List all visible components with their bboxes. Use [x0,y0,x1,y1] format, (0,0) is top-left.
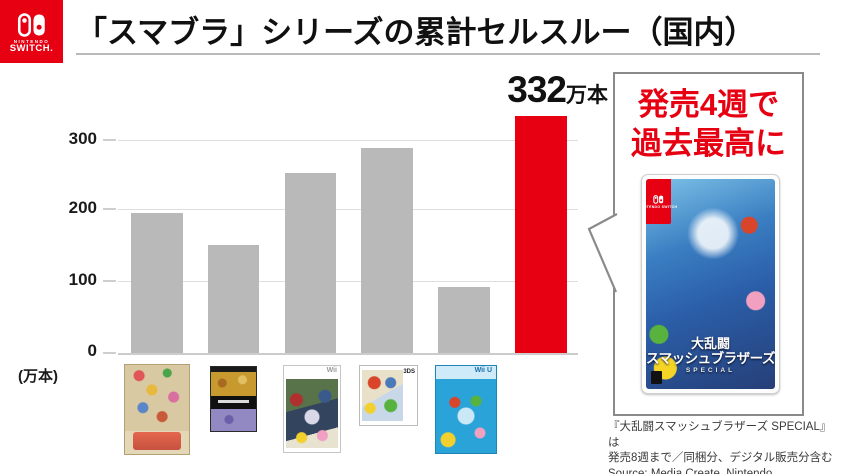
box-art-smash-melee [210,366,257,432]
bar-chart-plot-area [118,104,578,353]
footnote-line1: 『大乱闘スマッシュブラザーズ SPECIAL』は [608,421,832,449]
callout-headline-line1: 発売4週で [637,87,780,122]
box-art-smash-64 [124,364,190,455]
brand-text-switch: SWITCH. [9,42,54,54]
axis-tick [103,280,116,282]
callout-headline-line2: 過去最高に [631,126,786,161]
bar-GAMECUBE [207,245,260,353]
y-tick-200: 200 [68,198,97,217]
bar-Wii U [438,287,490,353]
box-art-smash-3ds: 3DS [359,365,418,426]
title-underline [76,53,820,55]
nintendo-switch-logo: NINTENDO SWITCH. [0,0,63,63]
switch-badge: NINTENDO SWITCH [646,179,677,224]
annotation-value: 332 [507,69,567,110]
gridline [118,280,578,282]
y-tick-0: 0 [87,341,97,360]
smash-ultimate-box-art: NINTENDO SWITCH 大乱闘 スマッシュブラザーズ SPECIAL [641,174,780,394]
y-tick-300: 300 [68,129,97,148]
axis-tick [103,208,116,210]
callout-headline: 発売4週で 過去最高に [615,85,802,163]
wii-logo: Wii [326,367,337,374]
bar-Wii [284,173,337,353]
bar-NINTENDO64 [131,212,183,353]
annotation-unit: 万本 [566,84,608,107]
switch-joycon-icon [17,12,45,37]
axis-tick [103,139,116,141]
switch-badge-label: NINTENDO SWITCH [646,204,678,209]
gridline [118,208,578,210]
game-logo: 大乱闘 スマッシュブラザーズ SPECIAL [646,336,775,375]
box-art-smash-wiiu: Wii U [435,365,497,454]
y-tick-100: 100 [68,270,97,289]
x-axis-line [118,353,578,355]
footnote: 『大乱闘スマッシュブラザーズ SPECIAL』は 発売8週まで／同梱分、デジタル… [608,420,842,474]
y-axis-unit-label: (万本) [18,368,58,385]
axis-tick [103,352,116,354]
footnote-source: Source: Media Create, Nintendo [608,467,773,474]
box-art-artwork: NINTENDO SWITCH 大乱闘 スマッシュブラザーズ SPECIAL [646,179,775,389]
wiiu-logo: Wii U [474,367,492,374]
gridline [118,139,578,141]
footnote-line2: 発売8週まで／同梱分、デジタル販売分含む [608,452,833,464]
bar-3DS [361,148,413,353]
cero-rating-badge [651,371,662,384]
3ds-logo: 3DS [403,369,415,375]
switch-joycon-icon [653,194,664,204]
page-title: 「スマブラ」シリーズの累計セルスルー（国内） [76,15,756,50]
bar-Nintendo Switch [515,116,567,353]
box-art-smash-brawl: Wii [283,365,341,453]
highlight-value-annotation: 332万本 [448,69,608,111]
callout-bubble: 発売4週で 過去最高に NINTENDO SWITCH 大乱闘 スマッシュブラザ… [587,72,804,416]
callout-tail [587,213,618,293]
brand-text-nintendo: NINTENDO [13,38,50,44]
